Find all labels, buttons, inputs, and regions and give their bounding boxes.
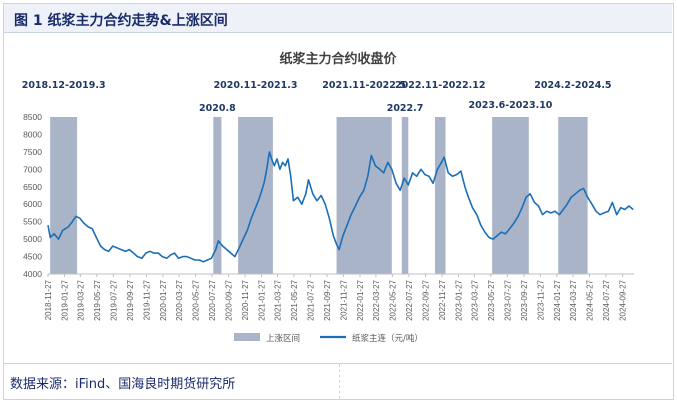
x-tick-label: 2022-11-27 [438,279,447,320]
figure-title: 图 1 纸浆主力合约走势&上涨区间 [14,13,228,29]
x-tick-label: 2024-05-27 [586,279,595,320]
x-tick-label: 2021-07-27 [306,279,315,320]
chart-title: 纸浆主力合约收盘价 [279,51,397,67]
source-text: 数据来源：iFind、国海良时期货研究所 [10,377,236,392]
axes: 4000 4500 5000 5500 6000 6500 7000 7500 8000 8500… [23,112,634,321]
source-divider [339,364,341,399]
y-tick-label: 8500 [23,112,42,122]
legend-line-label: 纸浆主连（元/吨） [352,333,423,344]
legend: 上涨区间 纸浆主连（元/吨） [234,333,423,344]
period-labels: 2018.12-2019.3 2020.8 2020.11-2021.3 2021.1… [22,80,612,114]
period-label: 2022.7 [387,103,424,114]
x-tick-label: 2020-01-27 [159,279,168,320]
period-label: 2024.2-2024.5 [534,80,611,91]
x-tick-label: 2020-09-27 [225,279,234,320]
legend-shade-label: 上涨区间 [266,333,300,344]
x-tick-label: 2022-01-27 [356,279,365,320]
x-tick-label: 2022-03-27 [372,279,381,320]
x-tick-label: 2022-07-27 [405,279,414,320]
price-chart: 纸浆主力合约收盘价 2018.12-2019.3 2020.8 2020.11-20… [22,51,634,344]
shaded-period [238,117,273,274]
x-tick-label: 2020-11-27 [241,279,250,320]
x-tick-label: 2024-07-27 [602,279,611,320]
period-label: 2021.11-2022.5 [322,80,406,91]
legend-shade-swatch [234,333,260,341]
figure-header: 图 1 纸浆主力合约走势&上涨区间 [4,4,672,33]
x-tick-label: 2024-01-27 [553,279,562,320]
y-tick-label: 4000 [23,269,42,279]
y-tick-label: 5000 [23,234,42,244]
x-tick-label: 2019-11-27 [142,279,151,320]
y-tick-label: 8000 [23,129,42,139]
x-tick-label: 2019-09-27 [126,279,135,320]
x-tick-label: 2019-01-27 [60,279,69,320]
period-label: 2020.11-2021.3 [214,80,298,91]
shaded-period [492,117,529,274]
shaded-period [50,117,78,274]
x-tick-label: 2021-03-27 [273,279,282,320]
x-tick-label: 2020-03-27 [175,279,184,320]
period-label: 2023.6-2023.10 [469,100,553,111]
x-tick-label: 2023-03-27 [470,279,479,320]
shaded-periods [50,117,588,274]
period-label: 2020.8 [199,103,236,114]
x-tick-label: 2019-07-27 [109,279,118,320]
x-tick-label: 2019-03-27 [76,279,85,320]
x-tick-label: 2024-09-27 [619,279,628,320]
x-tick-label: 2023-05-27 [487,279,496,320]
series-layer [47,151,634,263]
x-tick-label: 2018-11-27 [44,279,53,320]
x-tick-label: 2022-05-27 [388,279,397,320]
x-tick-label: 2023-09-27 [520,279,529,320]
y-tick-label: 6500 [23,182,42,192]
period-label: 2018.12-2019.3 [22,80,106,91]
series-line [47,151,634,263]
source-row: 数据来源：iFind、国海良时期货研究所 [4,363,672,399]
y-tick-label: 7500 [23,147,42,157]
x-tick-label: 2019-05-27 [93,279,102,320]
x-tick-label: 2023-11-27 [536,279,545,320]
x-tick-label: 2021-05-27 [290,279,299,320]
x-tick-label: 2021-09-27 [323,279,332,320]
y-tick-label: 4500 [23,252,42,262]
figure-frame [3,3,674,400]
x-tick-label: 2023-07-27 [503,279,512,320]
x-tick-label: 2024-03-27 [569,279,578,320]
y-tick-label: 5500 [23,217,42,227]
x-tick-label: 2020-05-27 [192,279,201,320]
y-tick-label: 7000 [23,164,42,174]
shaded-period [401,117,409,274]
x-tick-label: 2021-11-27 [340,279,349,320]
shaded-period [336,117,392,274]
period-label: 2022.11-2022.12 [395,80,485,91]
shaded-period [213,117,222,274]
x-tick-label: 2020-07-27 [208,279,217,320]
x-tick-label: 2021-01-27 [258,279,267,320]
x-tick-label: 2022-09-27 [422,279,431,320]
x-tick-label: 2023-01-27 [454,279,463,320]
y-tick-label: 6000 [23,199,42,209]
shaded-period [434,117,446,274]
